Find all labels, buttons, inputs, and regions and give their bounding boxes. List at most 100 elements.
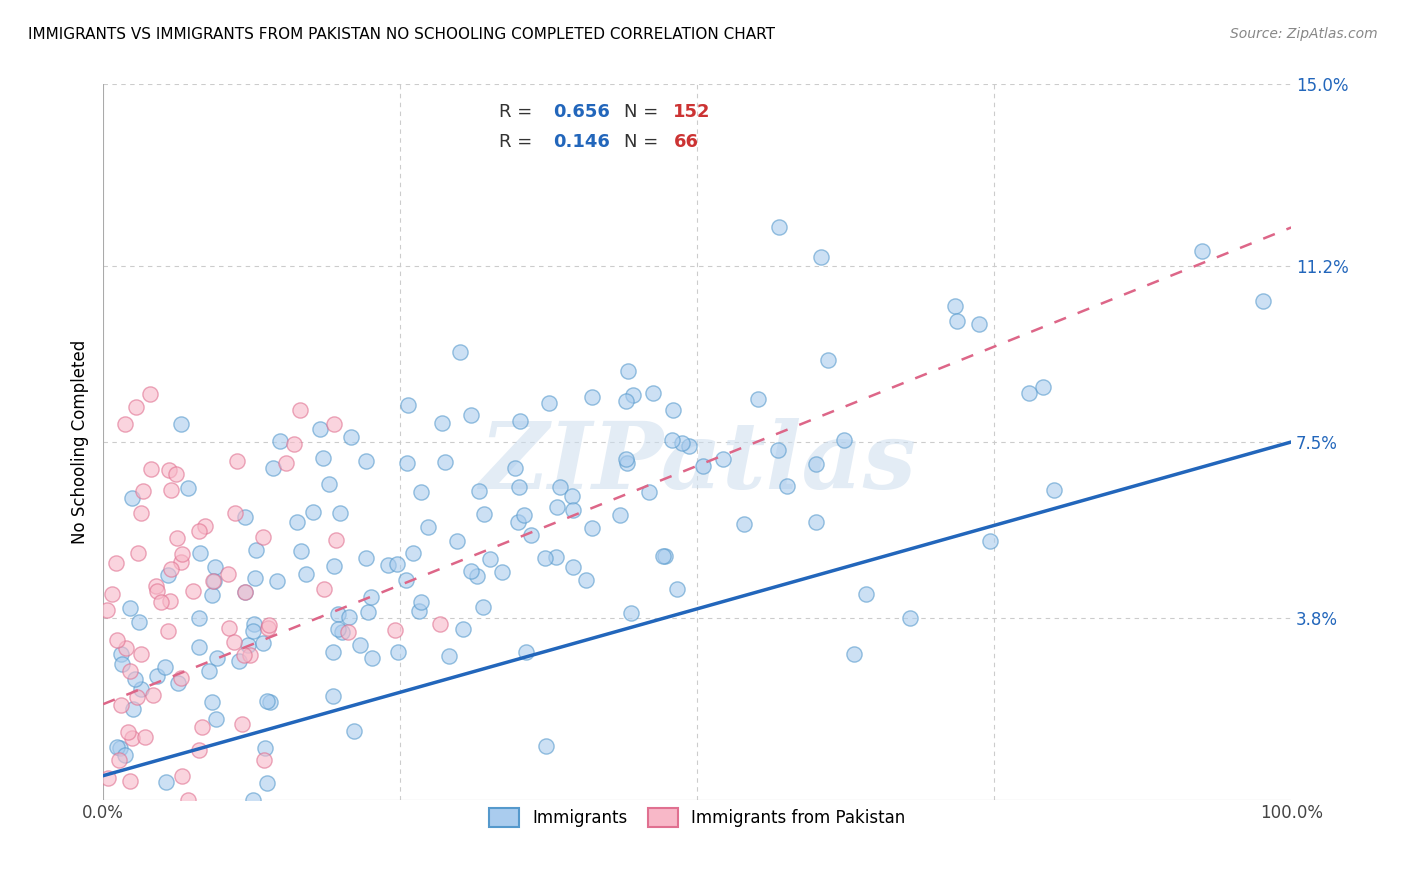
- Point: [145, 578, 167, 592]
- Point: [396, 398, 419, 412]
- Point: [117, 724, 139, 739]
- Point: [609, 508, 631, 523]
- Point: [817, 353, 839, 368]
- Point: [844, 647, 866, 661]
- Point: [217, 566, 239, 581]
- Point: [129, 681, 152, 696]
- Point: [662, 402, 685, 417]
- Point: [245, 543, 267, 558]
- Point: [620, 606, 643, 620]
- Point: [266, 574, 288, 589]
- Point: [204, 712, 226, 726]
- Point: [616, 456, 638, 470]
- Point: [548, 480, 571, 494]
- Point: [575, 573, 598, 587]
- Point: [201, 588, 224, 602]
- Text: 0.656: 0.656: [554, 103, 610, 120]
- Point: [157, 624, 180, 639]
- Point: [340, 430, 363, 444]
- Point: [104, 556, 127, 570]
- Point: [181, 584, 204, 599]
- Point: [157, 463, 180, 477]
- Point: [665, 582, 688, 596]
- Point: [301, 505, 323, 519]
- Point: [491, 566, 513, 580]
- Point: [155, 775, 177, 789]
- Point: [160, 562, 183, 576]
- Point: [323, 559, 346, 574]
- Text: N =: N =: [623, 103, 664, 120]
- Point: [416, 520, 439, 534]
- Point: [134, 731, 156, 745]
- Point: [127, 546, 149, 560]
- Text: R =: R =: [499, 103, 537, 120]
- Point: [534, 550, 557, 565]
- Point: [110, 647, 132, 661]
- Point: [468, 483, 491, 498]
- Point: [166, 467, 188, 481]
- Point: [360, 590, 382, 604]
- Point: [188, 546, 211, 560]
- Point: [252, 635, 274, 649]
- Point: [402, 546, 425, 560]
- Point: [325, 533, 347, 547]
- Point: [243, 616, 266, 631]
- Point: [544, 550, 567, 565]
- Y-axis label: No Schooling Completed: No Schooling Completed: [72, 340, 89, 544]
- Point: [1251, 294, 1274, 309]
- Point: [439, 648, 461, 663]
- Point: [202, 574, 225, 588]
- Point: [519, 528, 541, 542]
- Point: [515, 645, 537, 659]
- Point: [387, 645, 409, 659]
- Point: [1018, 385, 1040, 400]
- Point: [513, 508, 536, 523]
- Point: [125, 401, 148, 415]
- Point: [312, 582, 335, 596]
- Point: [242, 624, 264, 639]
- Text: IMMIGRANTS VS IMMIGRANTS FROM PAKISTAN NO SCHOOLING COMPLETED CORRELATION CHART: IMMIGRANTS VS IMMIGRANTS FROM PAKISTAN N…: [28, 27, 775, 42]
- Point: [114, 417, 136, 431]
- Point: [190, 720, 212, 734]
- Point: [357, 605, 380, 619]
- Point: [146, 669, 169, 683]
- Text: Source: ZipAtlas.com: Source: ZipAtlas.com: [1230, 27, 1378, 41]
- Point: [562, 559, 585, 574]
- Point: [245, 571, 267, 585]
- Point: [408, 603, 430, 617]
- Point: [121, 731, 143, 745]
- Point: [328, 622, 350, 636]
- Point: [733, 517, 755, 532]
- Point: [188, 640, 211, 654]
- Point: [233, 585, 256, 599]
- Point: [804, 457, 827, 471]
- Point: [508, 480, 530, 494]
- Point: [257, 618, 280, 632]
- Point: [256, 776, 278, 790]
- Point: [1032, 380, 1054, 394]
- Point: [581, 521, 603, 535]
- Point: [160, 483, 183, 497]
- Point: [108, 753, 131, 767]
- Point: [142, 688, 165, 702]
- Point: [395, 456, 418, 470]
- Point: [150, 594, 173, 608]
- Text: 152: 152: [673, 103, 711, 120]
- Point: [322, 645, 344, 659]
- Point: [330, 625, 353, 640]
- Point: [451, 622, 474, 636]
- Point: [218, 621, 240, 635]
- Point: [832, 434, 855, 448]
- Point: [581, 390, 603, 404]
- Point: [129, 647, 152, 661]
- Point: [1191, 244, 1213, 259]
- Point: [187, 611, 209, 625]
- Point: [429, 616, 451, 631]
- Point: [108, 741, 131, 756]
- Point: [641, 386, 664, 401]
- Point: [122, 701, 145, 715]
- Point: [159, 594, 181, 608]
- Point: [295, 566, 318, 581]
- Point: [356, 551, 378, 566]
- Point: [638, 485, 661, 500]
